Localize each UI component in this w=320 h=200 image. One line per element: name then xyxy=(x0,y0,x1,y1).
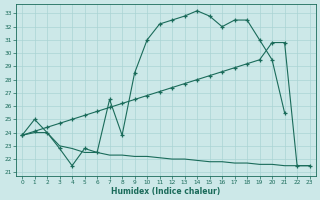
X-axis label: Humidex (Indice chaleur): Humidex (Indice chaleur) xyxy=(111,187,220,196)
